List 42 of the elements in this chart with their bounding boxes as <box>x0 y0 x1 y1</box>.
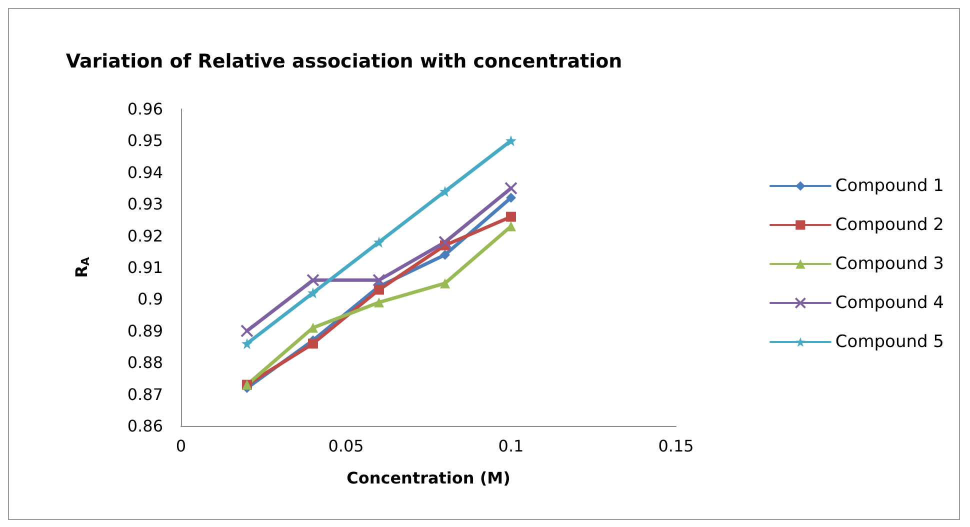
point <box>506 212 516 222</box>
y-tick-label: 0.87 <box>127 384 163 404</box>
legend-label: Compound 3 <box>835 254 944 274</box>
y-tick-label: 0.96 <box>127 100 163 118</box>
y-tick-label: 0.89 <box>127 321 163 340</box>
point <box>308 322 318 333</box>
point <box>372 274 386 287</box>
x-axis-title: Concentration (M) <box>346 468 510 488</box>
y-tick-label: 0.91 <box>127 258 163 277</box>
legend-label: Compound 2 <box>835 215 944 235</box>
chart-title: Variation of Relative association with concentration <box>66 50 622 72</box>
y-tick-label: 0.88 <box>127 353 163 372</box>
point <box>440 278 450 288</box>
point <box>506 221 516 232</box>
point <box>308 338 318 349</box>
point <box>374 236 384 248</box>
x-tick-label: 0.1 <box>498 436 524 456</box>
y-tick-label: 0.9 <box>138 290 163 309</box>
point <box>374 284 384 295</box>
y-tick-label: 0.95 <box>127 131 163 150</box>
point <box>240 324 254 338</box>
y-tick-label: 0.94 <box>127 162 163 182</box>
x-tick-label: 0 <box>176 436 186 456</box>
point <box>242 338 252 350</box>
point <box>440 250 450 260</box>
point <box>308 287 318 298</box>
point <box>374 297 384 308</box>
y-axis-title: RA <box>72 256 92 278</box>
y-tick-label: 0.92 <box>127 226 163 246</box>
legend-label: Compound 1 <box>835 176 944 196</box>
point <box>438 236 452 249</box>
x-tick-label: 0.15 <box>658 436 694 456</box>
point <box>506 135 516 146</box>
legend-label: Compound 5 <box>835 332 944 352</box>
y-tick-label: 0.93 <box>127 194 163 214</box>
point <box>504 182 518 195</box>
point <box>440 186 450 197</box>
point <box>506 192 516 203</box>
legend-label: Compound 4 <box>835 293 944 313</box>
x-tick-label: 0.05 <box>328 436 364 456</box>
point <box>306 274 320 287</box>
y-tick-label: 0.86 <box>127 416 163 436</box>
